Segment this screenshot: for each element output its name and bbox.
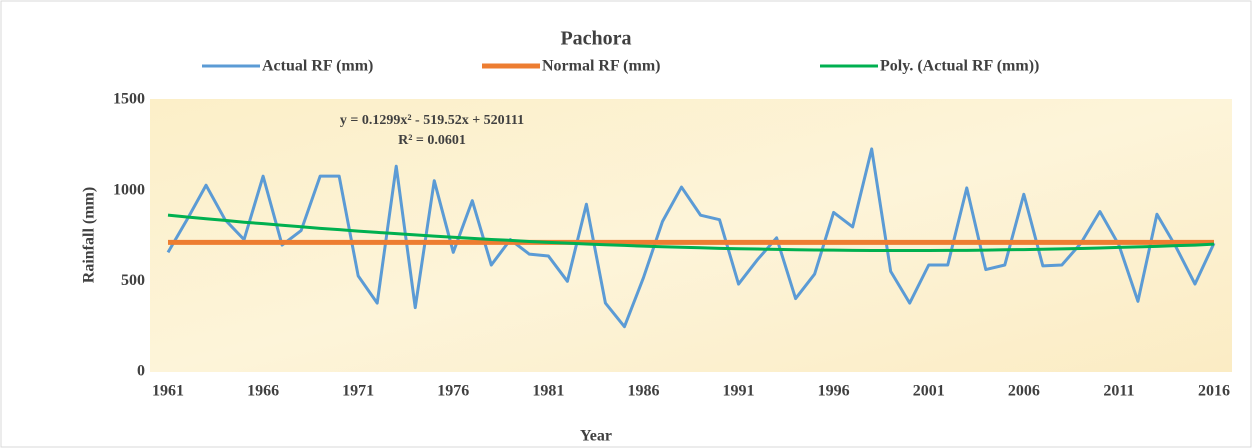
legend-label: Normal RF (mm) (542, 58, 660, 75)
y-tick-label: 1500 (113, 91, 145, 108)
plot-area (150, 99, 1232, 372)
x-tick-label: 1961 (152, 383, 184, 400)
y-tick-label: 0 (137, 363, 145, 380)
chart-title: Pachora (560, 28, 631, 50)
x-tick-label: 1996 (818, 383, 850, 400)
x-tick-label: 1976 (437, 383, 469, 400)
x-tick-label: 1966 (247, 383, 279, 400)
y-tick-label: 500 (121, 272, 145, 289)
x-tick-label: 1991 (723, 383, 755, 400)
y-axis-label: Rainfall (mm) (81, 187, 98, 283)
x-tick-label: 1981 (532, 383, 564, 400)
series-line (166, 147, 1216, 329)
x-tick-label: 2001 (913, 383, 945, 400)
x-tick-label: 2011 (1103, 383, 1134, 400)
legend-label: Actual RF (mm) (262, 58, 373, 75)
x-tick-label: 1971 (342, 383, 374, 400)
r-squared: R² = 0.0601 (398, 133, 466, 148)
x-axis-label: Year (580, 428, 612, 445)
y-tick-label: 1000 (113, 181, 145, 198)
series-line (167, 213, 1215, 253)
x-tick-label: 2016 (1198, 383, 1230, 400)
x-tick-label: 2006 (1008, 383, 1040, 400)
legend-label: Poly. (Actual RF (mm)) (880, 58, 1039, 75)
x-tick-label: 1986 (627, 383, 659, 400)
equation: y = 0.1299x² - 519.52x + 520111 (340, 113, 524, 128)
